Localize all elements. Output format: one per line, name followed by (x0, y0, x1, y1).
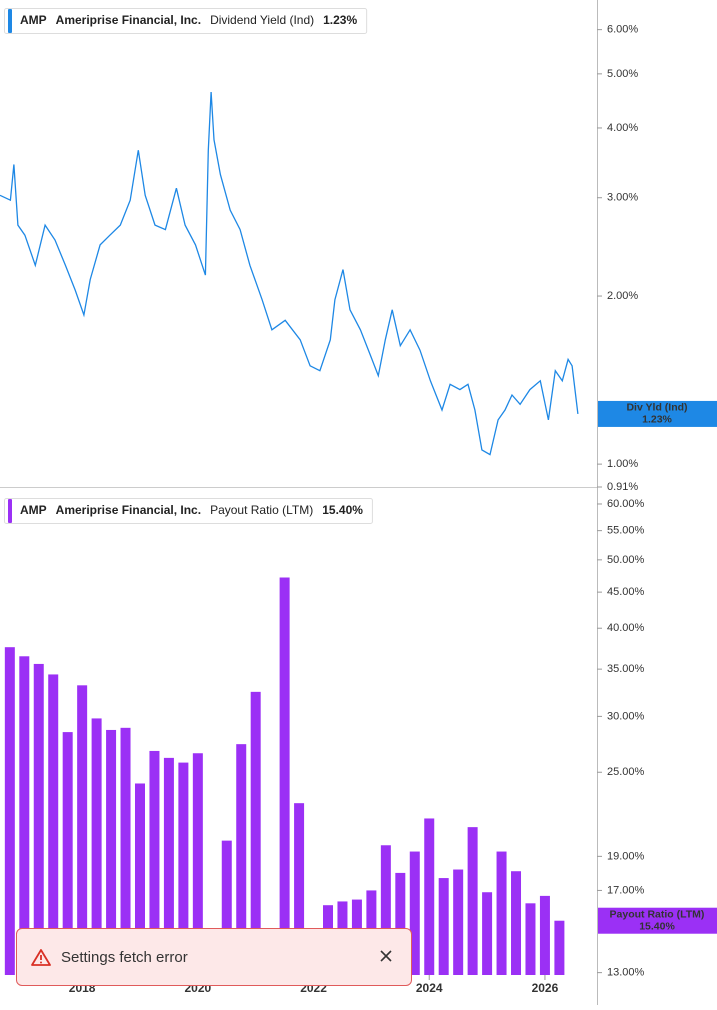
bar (525, 903, 536, 975)
bar (236, 744, 247, 975)
legend-swatch (8, 9, 12, 33)
warning-icon (31, 949, 51, 966)
y-tick-label: 0.91% (607, 481, 638, 493)
y-tick-label: 4.00% (607, 122, 638, 134)
end-label-name: Payout Ratio (LTM) (610, 908, 705, 920)
y-tick-label: 2.00% (607, 290, 638, 302)
bar (149, 750, 160, 975)
bar (221, 840, 232, 975)
legend-legend-value: 15.40% (322, 503, 363, 517)
legend-ticker: AMP (20, 13, 47, 27)
y-tick-label: 60.00% (607, 498, 645, 510)
bar (178, 762, 189, 975)
y-tick-label: 55.00% (607, 525, 645, 537)
close-button[interactable] (375, 945, 397, 970)
legend-metric: Payout Ratio (LTM) (210, 503, 313, 517)
y-tick-label: 17.00% (607, 884, 645, 896)
bar (438, 878, 449, 975)
end-label-name: Div Yld (Ind) (626, 402, 687, 414)
y-tick-label: 30.00% (607, 710, 645, 722)
y-tick-label: 6.00% (607, 24, 638, 36)
bar (409, 851, 420, 975)
end-label-box (598, 907, 717, 934)
x-tick-label: 2026 (532, 981, 559, 995)
bar (482, 892, 493, 975)
end-label-value: 1.23% (642, 414, 672, 426)
y-tick-label: 40.00% (607, 622, 645, 634)
x-tick-label: 2024 (416, 981, 443, 995)
legend-company: Ameriprise Financial, Inc. (56, 503, 201, 517)
end-label-box (598, 400, 717, 427)
toast-message: Settings fetch error (61, 948, 188, 966)
bar (19, 656, 30, 975)
end-label-value: 15.40% (639, 920, 675, 932)
bar (62, 732, 73, 975)
y-tick-label: 1.00% (607, 458, 638, 470)
legend-ticker: AMP (20, 503, 47, 517)
legend-swatch (8, 499, 12, 523)
legend-box (4, 8, 368, 34)
bar (496, 851, 507, 975)
bar (134, 783, 145, 975)
legend-company: Ameriprise Financial, Inc. (56, 13, 201, 27)
bar (467, 827, 478, 975)
y-tick-label: 19.00% (607, 850, 645, 862)
bar (250, 691, 261, 975)
bar (91, 718, 102, 975)
y-tick-label: 5.00% (607, 68, 638, 80)
y-tick-label: 45.00% (607, 586, 645, 598)
line (0, 91, 579, 456)
bar (424, 818, 435, 975)
bar (48, 674, 59, 975)
bar (554, 920, 565, 975)
bar (106, 729, 117, 975)
bar (511, 871, 522, 975)
y-tick-label: 50.00% (607, 554, 645, 566)
bar (120, 727, 131, 975)
bar (380, 845, 391, 975)
bar (33, 663, 44, 975)
bar (539, 895, 550, 975)
toast: Settings fetch error (16, 928, 412, 986)
bar (192, 753, 203, 975)
bar (77, 685, 88, 975)
legend-metric: Dividend Yield (Ind) (210, 13, 314, 27)
bar (4, 647, 15, 975)
bar (294, 803, 305, 975)
legend-legend-value: 1.23% (323, 13, 357, 27)
y-tick-label: 3.00% (607, 192, 638, 204)
y-tick-label: 25.00% (607, 766, 645, 778)
y-tick-label: 35.00% (607, 663, 645, 675)
bar (453, 869, 464, 975)
bar (395, 872, 406, 975)
legend-box (4, 498, 373, 524)
bar (163, 757, 174, 975)
y-tick-label: 13.00% (607, 967, 645, 979)
bar (279, 577, 290, 975)
